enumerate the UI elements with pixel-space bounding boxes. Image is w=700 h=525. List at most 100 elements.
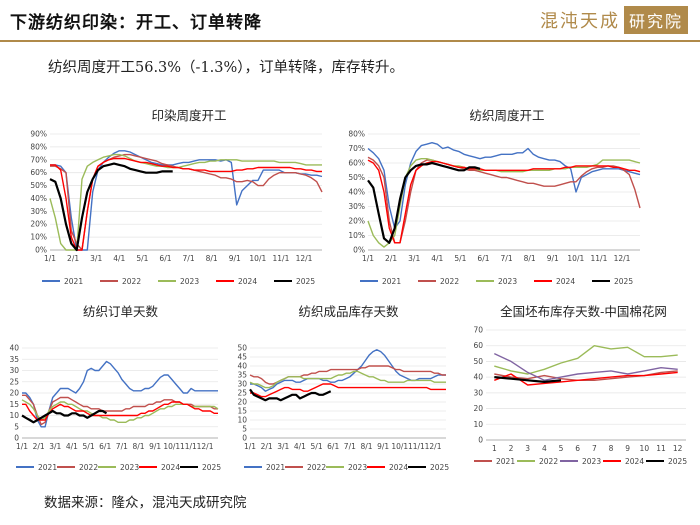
y-tick-label: 30% (348, 202, 365, 211)
legend-label-2023: 2023 (582, 457, 601, 466)
legend-label-2022: 2022 (539, 457, 558, 466)
y-tick-label: 15 (237, 407, 247, 416)
x-tick-label: 5/1 (136, 254, 148, 263)
x-tick-label: 11/1 (180, 442, 197, 451)
x-tick-label: 6/1 (99, 442, 111, 451)
y-tick-label: 60 (473, 341, 483, 350)
x-tick-label: 3/1 (90, 254, 102, 263)
x-tick-label: 7/1 (344, 442, 356, 451)
x-tick-label: 8/1 (360, 442, 372, 451)
y-tick-label: 0 (478, 436, 483, 445)
y-tick-label: 5 (242, 425, 247, 434)
legend-label-2023: 2023 (348, 463, 367, 472)
x-tick-label: 9/1 (149, 442, 161, 451)
y-tick-label: 15 (9, 400, 19, 409)
y-tick-label: 25 (237, 389, 247, 398)
y-tick-label: 0% (35, 246, 47, 255)
y-tick-label: 20 (9, 389, 19, 398)
y-tick-label: 70 (473, 326, 483, 335)
legend-label-2025: 2025 (668, 457, 687, 466)
x-tick-label: 8/1 (206, 254, 218, 263)
x-tick-label: 8/1 (132, 442, 144, 451)
y-tick-label: 30 (237, 380, 247, 389)
series-line-2025 (21, 409, 108, 424)
x-tick-label: 2/1 (67, 254, 79, 263)
legend-label-2022: 2022 (307, 463, 326, 472)
x-tick-label: 11/1 (408, 442, 425, 451)
x-tick-label: 6/1 (477, 254, 489, 263)
x-tick-label: 3 (525, 444, 530, 453)
x-tick-label: 10/1 (249, 254, 266, 263)
series-line-2025 (249, 388, 332, 402)
x-tick-label: 10/1 (391, 442, 408, 451)
x-tick-label: 5/1 (83, 442, 95, 451)
legend-label-2024: 2024 (161, 463, 180, 472)
legend-label-2022: 2022 (440, 277, 459, 286)
y-tick-label: 40 (237, 362, 247, 371)
x-tick-label: 3/1 (408, 254, 420, 263)
series-line-2022 (367, 156, 641, 244)
y-tick-label: 50 (473, 357, 483, 366)
x-tick-label: 7/1 (116, 442, 128, 451)
x-tick-label: 1/1 (362, 254, 374, 263)
y-tick-label: 20% (30, 220, 47, 229)
chart-printing-dyeing-operating-rate: 印染周度开工 0% 10% 20% 30% 40% 50% 60% 70% 80% 90% 1/1 2/… (30, 108, 323, 286)
series-line-2024 (367, 159, 641, 244)
y-tick-label: 35 (237, 371, 247, 380)
y-tick-label: 80% (348, 130, 365, 139)
header-divider (0, 40, 700, 42)
y-tick-label: 10 (473, 420, 483, 429)
y-tick-label: 30 (9, 366, 19, 375)
y-tick-label: 30 (473, 388, 483, 397)
x-tick-label: 12/1 (197, 442, 214, 451)
x-tick-label: 5/1 (311, 442, 323, 451)
series-line-2024 (22, 401, 218, 421)
y-tick-label: 20 (473, 404, 483, 413)
x-tick-label: 8/1 (524, 254, 536, 263)
x-tick-label: 8 (609, 444, 614, 453)
y-tick-label: 5 (14, 422, 19, 431)
chart-title: 纺织周度开工 (469, 108, 544, 123)
x-tick-label: 3/1 (277, 442, 289, 451)
series-line-2021 (367, 142, 641, 230)
series-line-2024 (494, 371, 678, 386)
x-tick-label: 7/1 (183, 254, 195, 263)
y-tick-label: 50 (237, 344, 247, 353)
x-tick-label: 1/1 (44, 254, 56, 263)
x-tick-label: 11 (656, 444, 666, 453)
y-tick-label: 0% (353, 246, 365, 255)
y-tick-label: 40 (9, 344, 19, 353)
chart-textile-operating-rate: 纺织周度开工 0% 10% 20% 30% 40% 50% 60% 70% 80% 1/1 2/1 3/… (348, 108, 641, 286)
series-line-2023 (367, 158, 641, 248)
x-tick-label: 4/1 (431, 254, 443, 263)
y-tick-label: 30% (30, 207, 47, 216)
series-line-2025 (494, 376, 562, 384)
logo: 混沌天成 研究院 (540, 6, 688, 34)
legend-label-2023: 2023 (120, 463, 139, 472)
x-tick-label: 12/1 (296, 254, 313, 263)
y-tick-label: 10 (237, 416, 247, 425)
x-tick-label: 5 (559, 444, 564, 453)
series-line-2024 (250, 383, 446, 398)
y-tick-label: 80% (30, 142, 47, 151)
x-tick-label: 11/1 (591, 254, 608, 263)
y-tick-label: 20% (348, 217, 365, 226)
x-tick-label: 11/1 (273, 254, 290, 263)
x-tick-label: 9 (625, 444, 630, 453)
x-tick-label: 1/1 (244, 442, 256, 451)
chart-title: 印染周度开工 (151, 108, 226, 123)
legend-label-2025: 2025 (202, 463, 221, 472)
logo-text: 混沌天成 (539, 11, 620, 32)
legend-label-2024: 2024 (238, 277, 257, 286)
x-tick-label: 5/1 (454, 254, 466, 263)
x-tick-label: 7/1 (501, 254, 513, 263)
series-line-2022 (494, 345, 678, 375)
header: 下游纺织印染：开工、订单转降 混沌天成 研究院 (0, 0, 700, 44)
x-tick-label: 4/1 (294, 442, 306, 451)
logo-box-text: 研究院 (623, 6, 688, 34)
legend-label-2022: 2022 (122, 277, 141, 286)
y-tick-label: 10% (348, 231, 365, 240)
